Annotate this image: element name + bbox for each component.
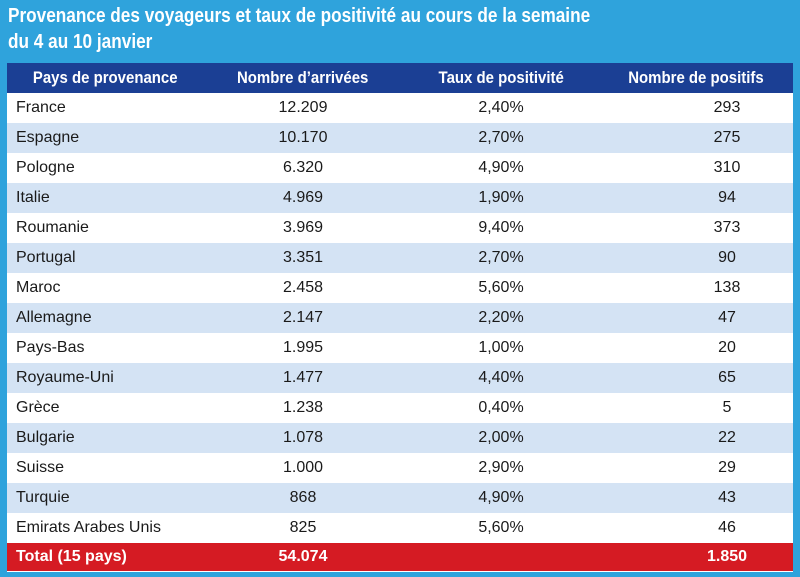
- cell-positives: 20: [599, 333, 793, 363]
- cell-arrivals: 1.477: [203, 363, 403, 393]
- cell-arrivals: 1.078: [203, 423, 403, 453]
- cell-positives: 310: [599, 153, 793, 183]
- cell-rate: 2,70%: [403, 123, 599, 153]
- cell-rate: 4,40%: [403, 363, 599, 393]
- cell-rate: 1,00%: [403, 333, 599, 363]
- table-row: Italie 4.969 1,90% 94: [7, 183, 793, 213]
- table-row: Maroc 2.458 5,60% 138: [7, 273, 793, 303]
- cell-country: Suisse: [7, 453, 203, 483]
- total-rate: [403, 543, 599, 571]
- cell-rate: 4,90%: [403, 483, 599, 513]
- cell-arrivals: 1.000: [203, 453, 403, 483]
- data-table-container: Pays de provenance Nombre d’arrivées Tau…: [7, 63, 793, 572]
- table-row: Royaume-Uni 1.477 4,40% 65: [7, 363, 793, 393]
- cell-country: Emirats Arabes Unis: [7, 513, 203, 543]
- cell-arrivals: 10.170: [203, 123, 403, 153]
- cell-positives: 90: [599, 243, 793, 273]
- table-row: Bulgarie 1.078 2,00% 22: [7, 423, 793, 453]
- cell-country: Italie: [7, 183, 203, 213]
- cell-country: Maroc: [7, 273, 203, 303]
- cell-positives: 47: [599, 303, 793, 333]
- table-row: Portugal 3.351 2,70% 90: [7, 243, 793, 273]
- header-country: Pays de provenance: [7, 63, 203, 93]
- travelers-table: Pays de provenance Nombre d’arrivées Tau…: [7, 63, 793, 571]
- header-rate: Taux de positivité: [403, 63, 599, 93]
- cell-rate: 2,20%: [403, 303, 599, 333]
- cell-arrivals: 868: [203, 483, 403, 513]
- cell-country: Roumanie: [7, 213, 203, 243]
- table-row: Grèce 1.238 0,40% 5: [7, 393, 793, 423]
- cell-country: Pays-Bas: [7, 333, 203, 363]
- cell-arrivals: 2.147: [203, 303, 403, 333]
- cell-positives: 29: [599, 453, 793, 483]
- cell-rate: 0,40%: [403, 393, 599, 423]
- cell-country: Grèce: [7, 393, 203, 423]
- cell-arrivals: 12.209: [203, 93, 403, 123]
- cell-positives: 275: [599, 123, 793, 153]
- cell-rate: 2,00%: [403, 423, 599, 453]
- cell-country: Royaume-Uni: [7, 363, 203, 393]
- cell-rate: 5,60%: [403, 273, 599, 303]
- total-positives: 1.850: [599, 543, 793, 571]
- cell-arrivals: 1.238: [203, 393, 403, 423]
- cell-arrivals: 3.351: [203, 243, 403, 273]
- cell-rate: 1,90%: [403, 183, 599, 213]
- cell-positives: 138: [599, 273, 793, 303]
- table-row: Turquie 868 4,90% 43: [7, 483, 793, 513]
- table-header-row: Pays de provenance Nombre d’arrivées Tau…: [7, 63, 793, 93]
- cell-country: Turquie: [7, 483, 203, 513]
- total-label: Total (15 pays): [7, 543, 203, 571]
- cell-arrivals: 2.458: [203, 273, 403, 303]
- title-line-1: Provenance des voyageurs et taux de posi…: [8, 5, 591, 27]
- page-title: Provenance des voyageurs et taux de posi…: [8, 3, 679, 55]
- cell-arrivals: 3.969: [203, 213, 403, 243]
- cell-positives: 293: [599, 93, 793, 123]
- cell-country: Bulgarie: [7, 423, 203, 453]
- cell-country: Allemagne: [7, 303, 203, 333]
- cell-rate: 9,40%: [403, 213, 599, 243]
- table-row: Pays-Bas 1.995 1,00% 20: [7, 333, 793, 363]
- cell-country: Espagne: [7, 123, 203, 153]
- table-row: Allemagne 2.147 2,20% 47: [7, 303, 793, 333]
- table-row: Pologne 6.320 4,90% 310: [7, 153, 793, 183]
- table-row: Emirats Arabes Unis 825 5,60% 46: [7, 513, 793, 543]
- total-row: Total (15 pays) 54.074 1.850: [7, 543, 793, 571]
- cell-country: Portugal: [7, 243, 203, 273]
- cell-rate: 2,90%: [403, 453, 599, 483]
- cell-country: Pologne: [7, 153, 203, 183]
- cell-arrivals: 825: [203, 513, 403, 543]
- header-arrivals: Nombre d’arrivées: [203, 63, 403, 93]
- cell-rate: 2,40%: [403, 93, 599, 123]
- cell-positives: 373: [599, 213, 793, 243]
- table-row: Suisse 1.000 2,90% 29: [7, 453, 793, 483]
- cell-arrivals: 6.320: [203, 153, 403, 183]
- cell-positives: 5: [599, 393, 793, 423]
- cell-arrivals: 4.969: [203, 183, 403, 213]
- cell-positives: 65: [599, 363, 793, 393]
- title-line-2: du 4 au 10 janvier: [8, 31, 153, 53]
- table-row: France 12.209 2,40% 293: [7, 93, 793, 123]
- cell-arrivals: 1.995: [203, 333, 403, 363]
- cell-positives: 22: [599, 423, 793, 453]
- cell-rate: 5,60%: [403, 513, 599, 543]
- table-row: Espagne 10.170 2,70% 275: [7, 123, 793, 153]
- cell-positives: 46: [599, 513, 793, 543]
- cell-rate: 4,90%: [403, 153, 599, 183]
- cell-positives: 94: [599, 183, 793, 213]
- cell-positives: 43: [599, 483, 793, 513]
- cell-country: France: [7, 93, 203, 123]
- total-arrivals: 54.074: [203, 543, 403, 571]
- table-row: Roumanie 3.969 9,40% 373: [7, 213, 793, 243]
- cell-rate: 2,70%: [403, 243, 599, 273]
- header-positives: Nombre de positifs: [599, 63, 793, 93]
